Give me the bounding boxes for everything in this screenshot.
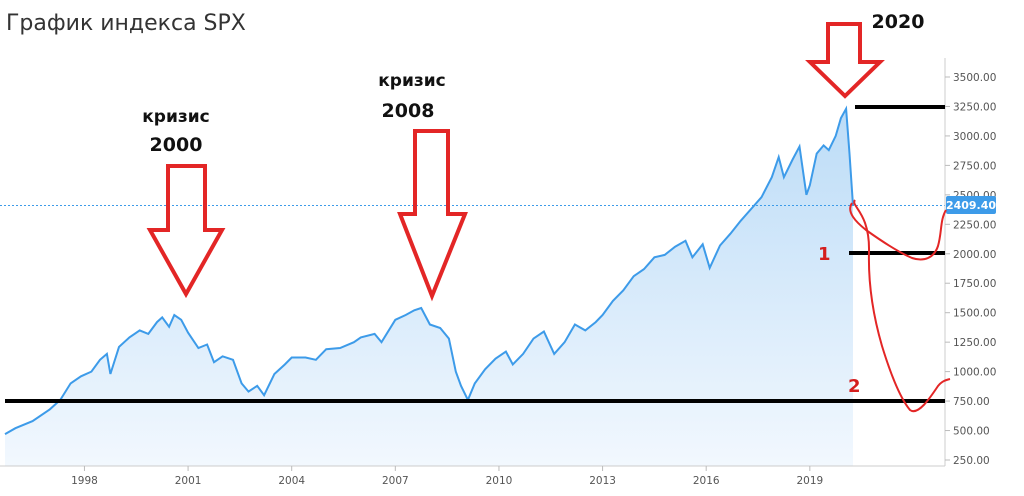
last-price-label: 2409.40 xyxy=(946,199,996,212)
scenario-1-label: 1 xyxy=(818,244,831,265)
y-tick-label: 750.00 xyxy=(953,396,990,408)
y-tick-label: 2250.00 xyxy=(953,219,996,231)
crisis-2008-year: 2008 xyxy=(382,100,435,122)
crisis-2000-year: 2000 xyxy=(150,134,203,156)
crisis-2008-label: кризис xyxy=(378,71,446,91)
x-axis-ticks: 1998 2001 2004 2007 2010 2013 2016 2019 xyxy=(71,466,823,487)
last-price-badge: 2409.40 xyxy=(946,196,996,214)
x-tick-label: 2016 xyxy=(693,475,720,487)
x-tick-label: 1998 xyxy=(71,475,98,487)
scenario-1-curve xyxy=(849,202,947,261)
x-tick-label: 2013 xyxy=(589,475,616,487)
y-tick-label: 2000.00 xyxy=(953,249,996,261)
price-area-fill xyxy=(5,108,853,467)
crisis-2000-label: кризис xyxy=(142,107,210,127)
y-axis-ticks: 250.00 500.00 750.00 1000.00 1250.00 1500.00 1… xyxy=(945,72,996,467)
crisis-2020-year: 2020 xyxy=(872,11,925,33)
y-tick-label: 2750.00 xyxy=(953,160,996,172)
y-tick-label: 1000.00 xyxy=(953,367,996,379)
crisis-2008-arrow xyxy=(397,129,468,302)
crisis-2000-arrow xyxy=(146,164,226,299)
chart-title: График индекса SPX xyxy=(6,11,246,36)
scenario-2-curve xyxy=(853,199,951,413)
crisis-2000-annotation: кризис 2000 xyxy=(142,107,226,299)
y-tick-label: 1750.00 xyxy=(953,278,996,290)
y-tick-label: 3500.00 xyxy=(953,72,996,84)
plot-area xyxy=(0,105,945,467)
x-tick-label: 2019 xyxy=(796,475,823,487)
price-line xyxy=(4,105,854,435)
crisis-2008-annotation: кризис 2008 xyxy=(378,71,468,302)
y-tick-label: 1500.00 xyxy=(953,308,996,320)
x-tick-label: 2010 xyxy=(486,475,513,487)
scenario-2-label: 2 xyxy=(848,376,861,397)
crisis-2020-annotation: 2020 xyxy=(680,0,945,99)
y-tick-label: 500.00 xyxy=(953,426,990,438)
crisis-2020-arrow xyxy=(805,22,885,99)
x-tick-label: 2001 xyxy=(175,475,202,487)
y-tick-label: 3250.00 xyxy=(953,101,996,113)
y-tick-label: 1250.00 xyxy=(953,337,996,349)
x-tick-label: 2007 xyxy=(382,475,409,487)
x-tick-label: 2004 xyxy=(278,475,305,487)
y-tick-label: 3000.00 xyxy=(953,131,996,143)
y-tick-label: 250.00 xyxy=(953,455,990,467)
